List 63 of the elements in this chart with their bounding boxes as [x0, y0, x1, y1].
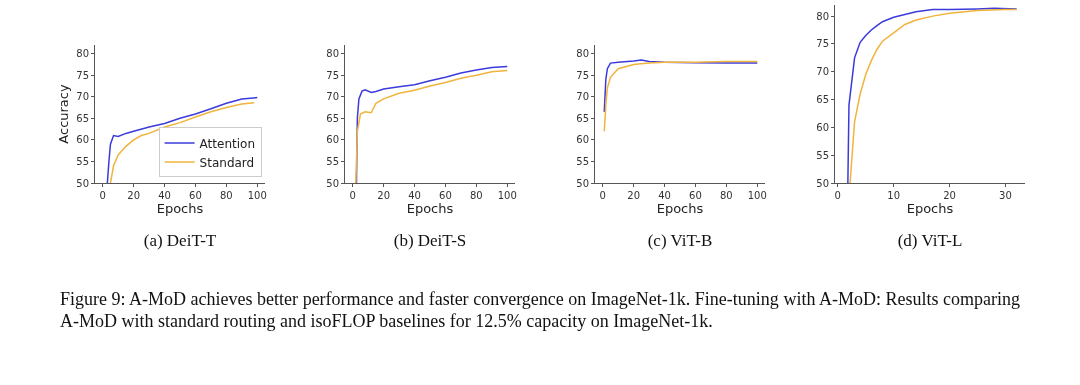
- legend-label: Attention: [199, 136, 255, 151]
- x-axis-title: Epochs: [656, 201, 704, 216]
- y-tick-label: 80: [816, 10, 829, 22]
- x-tick-label: 20: [627, 190, 641, 201]
- x-tick-label: 20: [127, 190, 141, 201]
- x-tick-label: 30: [999, 190, 1012, 201]
- x-tick-label: 60: [189, 190, 202, 201]
- y-tick-label: 80: [326, 48, 339, 60]
- y-tick-label: 65: [76, 112, 89, 124]
- y-tick-label: 75: [76, 69, 89, 81]
- y-tick-label: 50: [326, 177, 339, 189]
- text: (d) ViT-L: [897, 231, 963, 251]
- x-tick-label: 80: [719, 190, 733, 201]
- line-series: [603, 60, 759, 132]
- x-tick-label: 10: [887, 190, 901, 201]
- x-tick-label: 100: [497, 190, 517, 201]
- y-tick-label: 60: [76, 134, 89, 146]
- x-tick-label: 60: [439, 190, 452, 201]
- x-tick-label: 0: [349, 190, 356, 201]
- y-tick-label: 60: [576, 134, 589, 146]
- text: (c) ViT-B: [647, 231, 713, 251]
- y-tick-label: 55: [816, 149, 829, 161]
- y-axis-title: Accuracy: [56, 84, 72, 144]
- y-tick-label: 70: [576, 91, 589, 103]
- x-tick-label: 0: [99, 190, 106, 201]
- x-tick-label: 20: [943, 190, 956, 201]
- text: (a) DeiT-T: [143, 231, 217, 251]
- y-tick-label: 75: [326, 69, 339, 81]
- x-tick-label: 40: [658, 190, 671, 201]
- y-tick-label: 65: [816, 94, 829, 106]
- x-tick-label: 100: [747, 190, 767, 201]
- x-axis-title: Epochs: [156, 201, 204, 216]
- y-tick-label: 60: [326, 134, 339, 146]
- caption: Figure 9: A-MoD achieves better performance and faster convergence on ImageNet-1k. Fine-tuning with A-MoD: Results comparing A-MoD with standard routing and isoFLOP baselines for 12.5% capacity on ImageNet-1k.: [60, 288, 1020, 332]
- text: (b) DeiT-S: [393, 231, 467, 251]
- x-tick-label: 0: [834, 190, 841, 201]
- x-axis-title: Epochs: [906, 201, 954, 216]
- y-tick-label: 75: [816, 38, 829, 50]
- y-tick-label: 70: [816, 66, 829, 78]
- y-tick-label: 60: [816, 121, 829, 133]
- y-tick-label: 70: [326, 91, 339, 103]
- x-tick-label: 0: [599, 190, 606, 201]
- y-tick-label: 55: [576, 155, 589, 167]
- x-tick-label: 100: [247, 190, 267, 201]
- legend-label: Standard: [199, 155, 255, 170]
- y-tick-label: 65: [326, 112, 339, 124]
- y-tick-label: 50: [576, 177, 589, 189]
- x-tick-label: 60: [689, 190, 702, 201]
- y-tick-label: 80: [76, 48, 89, 60]
- y-tick-label: 50: [816, 177, 829, 189]
- x-tick-label: 40: [158, 190, 171, 201]
- x-tick-label: 40: [408, 190, 421, 201]
- y-tick-label: 50: [76, 177, 89, 189]
- x-tick-label: 80: [219, 190, 233, 201]
- x-tick-label: 20: [377, 190, 391, 201]
- y-tick-label: 55: [326, 155, 339, 167]
- y-tick-label: 80: [576, 48, 589, 60]
- x-tick-label: 80: [469, 190, 483, 201]
- y-tick-label: 65: [576, 112, 589, 124]
- x-axis-title: Epochs: [406, 201, 454, 216]
- y-tick-label: 55: [76, 155, 89, 167]
- y-tick-label: 70: [76, 91, 89, 103]
- y-tick-label: 75: [576, 69, 589, 81]
